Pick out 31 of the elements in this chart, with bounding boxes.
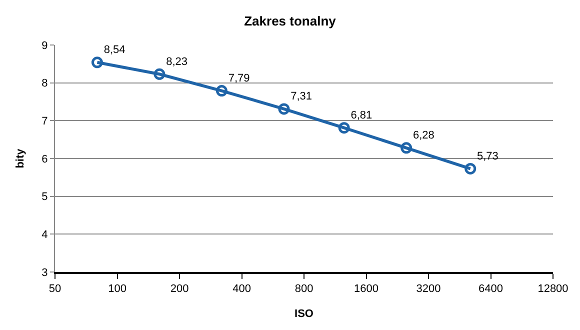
x-tick-label: 800	[294, 283, 314, 296]
y-tick-label: 6	[42, 153, 48, 166]
y-tick-label: 3	[42, 266, 48, 279]
x-tick-label: 3200	[416, 283, 441, 296]
data-label: 5,73	[476, 150, 498, 162]
point	[278, 103, 290, 115]
x-tick-label: 1600	[354, 283, 378, 296]
y-axis-title: bity	[14, 148, 26, 168]
x-tick-label: 200	[170, 283, 189, 296]
x-tick-label: 100	[108, 283, 126, 296]
data-label: 6,28	[412, 130, 434, 142]
y-tick-label: 4	[42, 229, 48, 242]
data-label: 8,23	[166, 56, 188, 68]
x-tick-label: 400	[232, 283, 251, 296]
point	[91, 56, 103, 68]
point	[216, 85, 228, 97]
y-tick-label: 7	[42, 116, 48, 128]
x-tick-label: 6400	[478, 283, 503, 296]
y-tick-label: 9	[42, 40, 48, 52]
chart-title: Zakres tonalny	[244, 14, 337, 29]
x-axis-title: ISO	[294, 308, 314, 320]
x-tick-label: 12800	[538, 283, 568, 296]
data-label: 8,54	[104, 44, 126, 56]
data-label: 7,31	[290, 90, 312, 103]
point	[464, 162, 476, 174]
point	[154, 68, 166, 80]
y-tick-label: 8	[42, 78, 48, 90]
x-tick-label: 50	[48, 283, 62, 296]
data-label: 6,81	[350, 109, 372, 122]
data-label: 7,79	[228, 72, 250, 84]
y-tick-label: 5	[42, 191, 48, 204]
